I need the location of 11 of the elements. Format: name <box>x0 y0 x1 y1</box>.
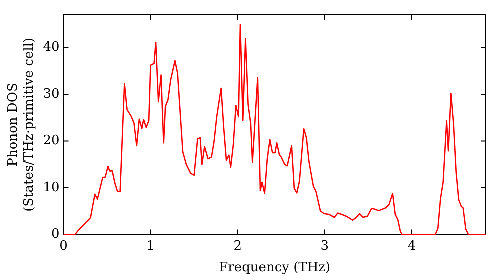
y-tick-label: 20 <box>43 134 60 149</box>
y-tick-label: 30 <box>43 86 60 102</box>
x-tick-label: 2 <box>234 238 242 254</box>
x-tick-label: 1 <box>146 238 155 254</box>
y-tick-label: 40 <box>43 40 60 56</box>
y-tick-label: 0 <box>51 227 60 242</box>
x-tick-label: 4 <box>408 238 416 254</box>
y-axis-title: Phonon DOS (States/THz·primitive cell) <box>6 38 37 212</box>
x-axis-title: Frequency (THz) <box>219 260 331 276</box>
x-tick-label: 3 <box>320 238 330 254</box>
y-tick-label: 10 <box>43 180 60 196</box>
